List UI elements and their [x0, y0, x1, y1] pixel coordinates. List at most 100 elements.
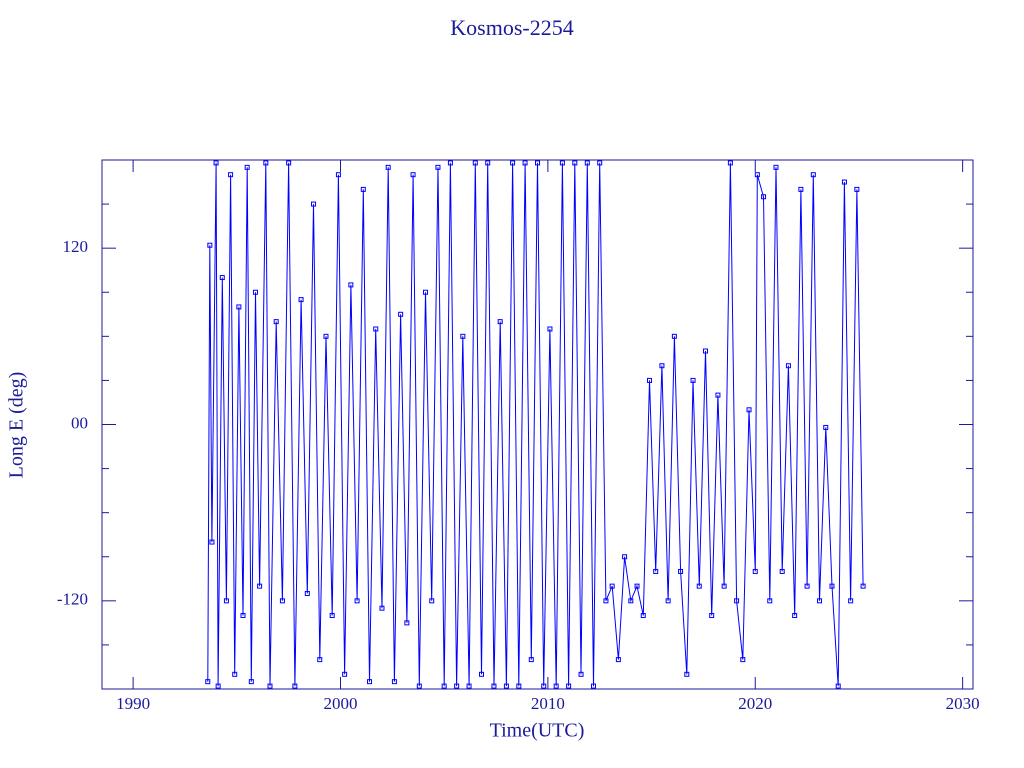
data-point — [510, 160, 516, 166]
data-point — [257, 583, 263, 589]
data-point — [779, 568, 785, 574]
data-point — [678, 568, 684, 574]
data-point — [622, 554, 628, 560]
y-axis-label: Long E (deg) — [6, 372, 28, 479]
data-point — [416, 683, 422, 689]
data-point — [841, 179, 847, 185]
data-point — [810, 172, 816, 178]
data-point — [228, 172, 234, 178]
data-point — [292, 683, 298, 689]
data-point — [823, 424, 829, 430]
data-point — [785, 363, 791, 369]
data-point — [734, 598, 740, 604]
data-point — [684, 671, 690, 677]
data-point — [854, 186, 860, 192]
data-point — [646, 377, 652, 383]
x-axis-label: Time(UTC) — [490, 720, 585, 742]
data-point — [244, 164, 250, 170]
data-point — [207, 242, 213, 248]
x-tick-label: 2020 — [738, 694, 772, 713]
data-point — [454, 683, 460, 689]
data-point — [653, 568, 659, 574]
data-point — [429, 598, 435, 604]
data-point — [423, 289, 429, 295]
data-point — [615, 657, 621, 663]
data-point — [373, 326, 379, 332]
data-point — [634, 583, 640, 589]
data-point — [727, 160, 733, 166]
data-point — [232, 671, 238, 677]
data-point — [205, 679, 211, 685]
data-point — [628, 598, 634, 604]
data-point — [746, 407, 752, 413]
data-point — [754, 172, 760, 178]
data-point — [709, 613, 715, 619]
data-point — [466, 683, 472, 689]
data-point — [792, 613, 798, 619]
data-point — [516, 683, 522, 689]
data-point — [671, 333, 677, 339]
data-point — [252, 289, 258, 295]
data-point — [491, 683, 497, 689]
data-point — [665, 598, 671, 604]
data-point — [323, 333, 329, 339]
data-point — [213, 160, 219, 166]
data-point — [404, 620, 410, 626]
data-point — [460, 333, 466, 339]
data-point — [773, 164, 779, 170]
data-point — [219, 275, 225, 281]
y-tick-label: -120 — [57, 590, 88, 609]
y-tick-label: 120 — [63, 237, 89, 256]
data-point — [690, 377, 696, 383]
data-point — [410, 172, 416, 178]
data-point — [367, 679, 373, 685]
data-point — [640, 613, 646, 619]
x-tick-label: 2010 — [531, 694, 565, 713]
data-point — [398, 311, 404, 317]
data-point — [503, 683, 509, 689]
data-point — [603, 598, 609, 604]
data-point — [342, 671, 348, 677]
data-point — [435, 164, 441, 170]
data-point — [578, 671, 584, 677]
data-point — [360, 186, 366, 192]
data-point — [279, 598, 285, 604]
data-point — [441, 683, 447, 689]
data-point — [348, 282, 354, 288]
data-point — [286, 160, 292, 166]
data-point — [696, 583, 702, 589]
data-point — [335, 172, 341, 178]
data-point — [752, 568, 758, 574]
data-point — [860, 583, 866, 589]
data-point — [798, 186, 804, 192]
data-point — [354, 598, 360, 604]
data-point — [479, 671, 485, 677]
data-point — [240, 613, 246, 619]
data-point — [391, 679, 397, 685]
data-point — [311, 201, 317, 207]
data-point — [528, 657, 534, 663]
data-point — [817, 598, 823, 604]
data-point — [702, 348, 708, 354]
data-point — [566, 683, 572, 689]
data-point — [590, 683, 596, 689]
x-tick-label: 2000 — [323, 694, 357, 713]
data-point — [804, 583, 810, 589]
data-point — [248, 679, 254, 685]
data-point — [541, 683, 547, 689]
x-tick-label: 1990 — [116, 694, 150, 713]
data-point — [659, 363, 665, 369]
data-point — [209, 539, 215, 545]
data-point — [535, 160, 540, 166]
data-point — [223, 598, 229, 604]
data-point — [329, 613, 335, 619]
data-point — [715, 392, 721, 398]
data-point — [215, 683, 221, 689]
data-point — [263, 160, 269, 166]
data-point — [829, 583, 835, 589]
data-point — [547, 326, 553, 332]
data-point — [385, 164, 391, 170]
data-point — [740, 657, 746, 663]
